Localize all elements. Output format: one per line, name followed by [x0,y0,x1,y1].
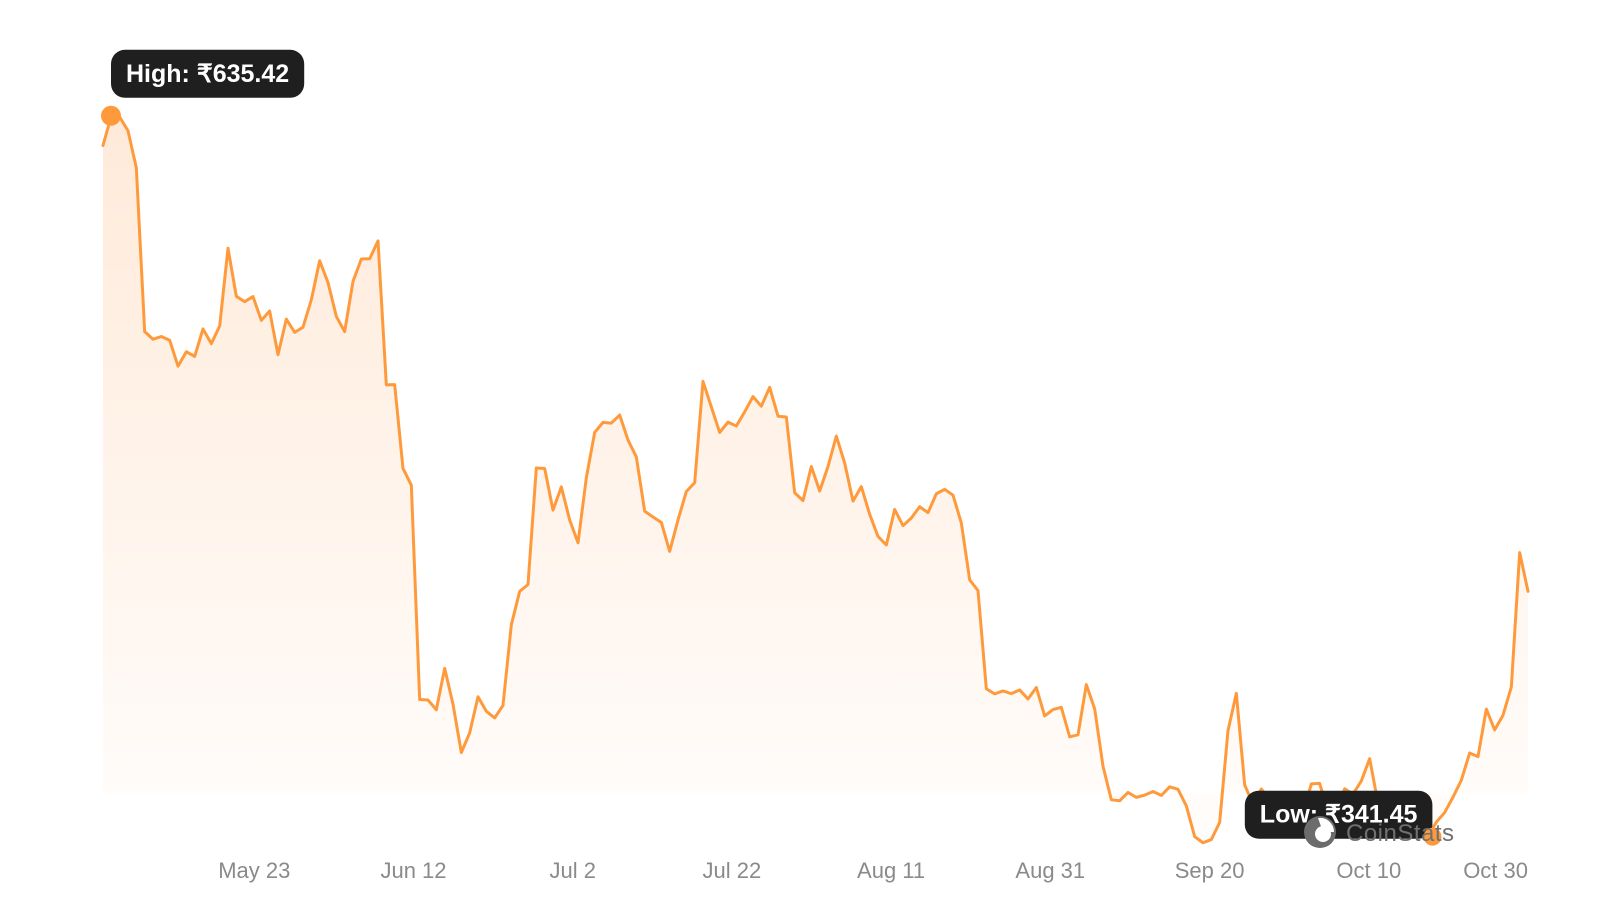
high-point-marker [101,105,121,126]
x-axis: May 23 Jun 12 Jul 2 Jul 22 Aug 11 Aug 31 Sep 2… [218,858,1528,883]
high-badge-label: High: ₹635.42 [126,60,289,88]
high-annotation: High: ₹635.42 [101,49,305,126]
low-point-marker [1423,827,1442,846]
coinstats-wordmark: CoinStats [1346,820,1455,847]
x-tick-label: Jul 22 [703,858,762,883]
low-badge-background [1244,790,1433,839]
x-tick-label: Oct 30 [1463,858,1528,883]
x-tick-label: Aug 11 [857,858,925,883]
coinstats-watermark: CoinStats [1304,816,1455,848]
high-badge-background [111,49,305,98]
x-tick-label: Jun 12 [380,858,446,883]
coinstats-logo-icon [1304,816,1336,848]
x-tick-label: May 23 [218,858,290,883]
low-badge-label: Low: ₹341.45 [1260,801,1418,829]
x-tick-label: Oct 10 [1336,858,1401,883]
x-tick-label: Sep 20 [1175,858,1245,883]
x-tick-label: Jul 2 [549,858,595,883]
low-annotation: Low: ₹341.45 [1244,790,1442,846]
x-tick-label: Aug 31 [1015,858,1085,883]
